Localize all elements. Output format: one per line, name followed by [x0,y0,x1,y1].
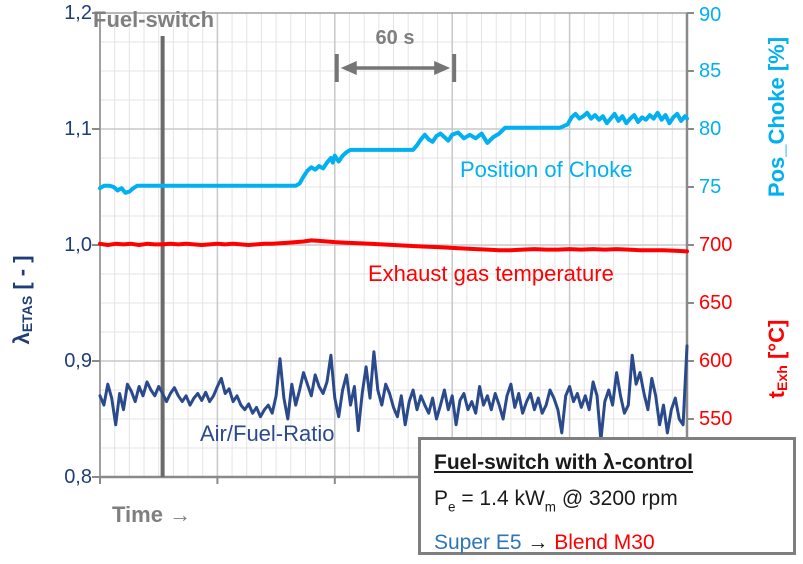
choke-tick-label: 75 [699,176,722,198]
choke-tick-label: 85 [699,60,722,82]
temp-tick-label: 700 [699,234,733,256]
lambda-tick-label: 1,0 [64,234,92,256]
scale-bar-arrowhead-left [340,61,357,75]
air-fuel-ratio-line [98,344,689,442]
lambda-tick-label: 1,2 [64,2,92,24]
fuel-switch-annotation: Fuel-switch [93,7,215,32]
info-box: Fuel-switch with λ-control Pe = 1.4 kWm … [418,437,796,555]
time-axis-label: Time → [112,502,192,527]
exhaust-gas-temperature-line [98,238,689,254]
position-of-choke-line [98,110,689,195]
choke-tick-label: 90 [699,4,722,26]
fuel-to-label: Blend M30 [554,531,655,555]
temp-tick-label: 600 [699,350,733,372]
afr-series-label: Air/Fuel-Ratio [200,421,335,446]
lambda-tick-label: 0,8 [64,466,92,488]
info-box-fuels: Super E5 → Blend M30 [434,525,793,561]
lambda-tick-label: 1,1 [64,118,92,140]
lambda-axis-title: λETAS [ - ] [9,255,35,345]
temp-tick-label: 550 [699,408,733,430]
fuel-from-label: Super E5 [434,531,522,555]
scale-bar-label: 60 s [375,27,415,49]
choke-tick-label: 80 [699,118,722,140]
scale-bar-arrowhead-right [434,61,451,75]
temp-series-label: Exhaust gas temperature [368,261,614,286]
choke-series-label: Position of Choke [460,157,633,182]
info-box-title: Fuel-switch with λ-control [434,451,694,474]
lambda-tick-label: 0,9 [64,350,92,372]
info-box-operating-point: Pe = 1.4 kWm @ 3200 rpm [434,487,678,515]
fuel-arrow-icon: → [527,531,549,555]
temp-tick-label: 650 [699,292,733,314]
